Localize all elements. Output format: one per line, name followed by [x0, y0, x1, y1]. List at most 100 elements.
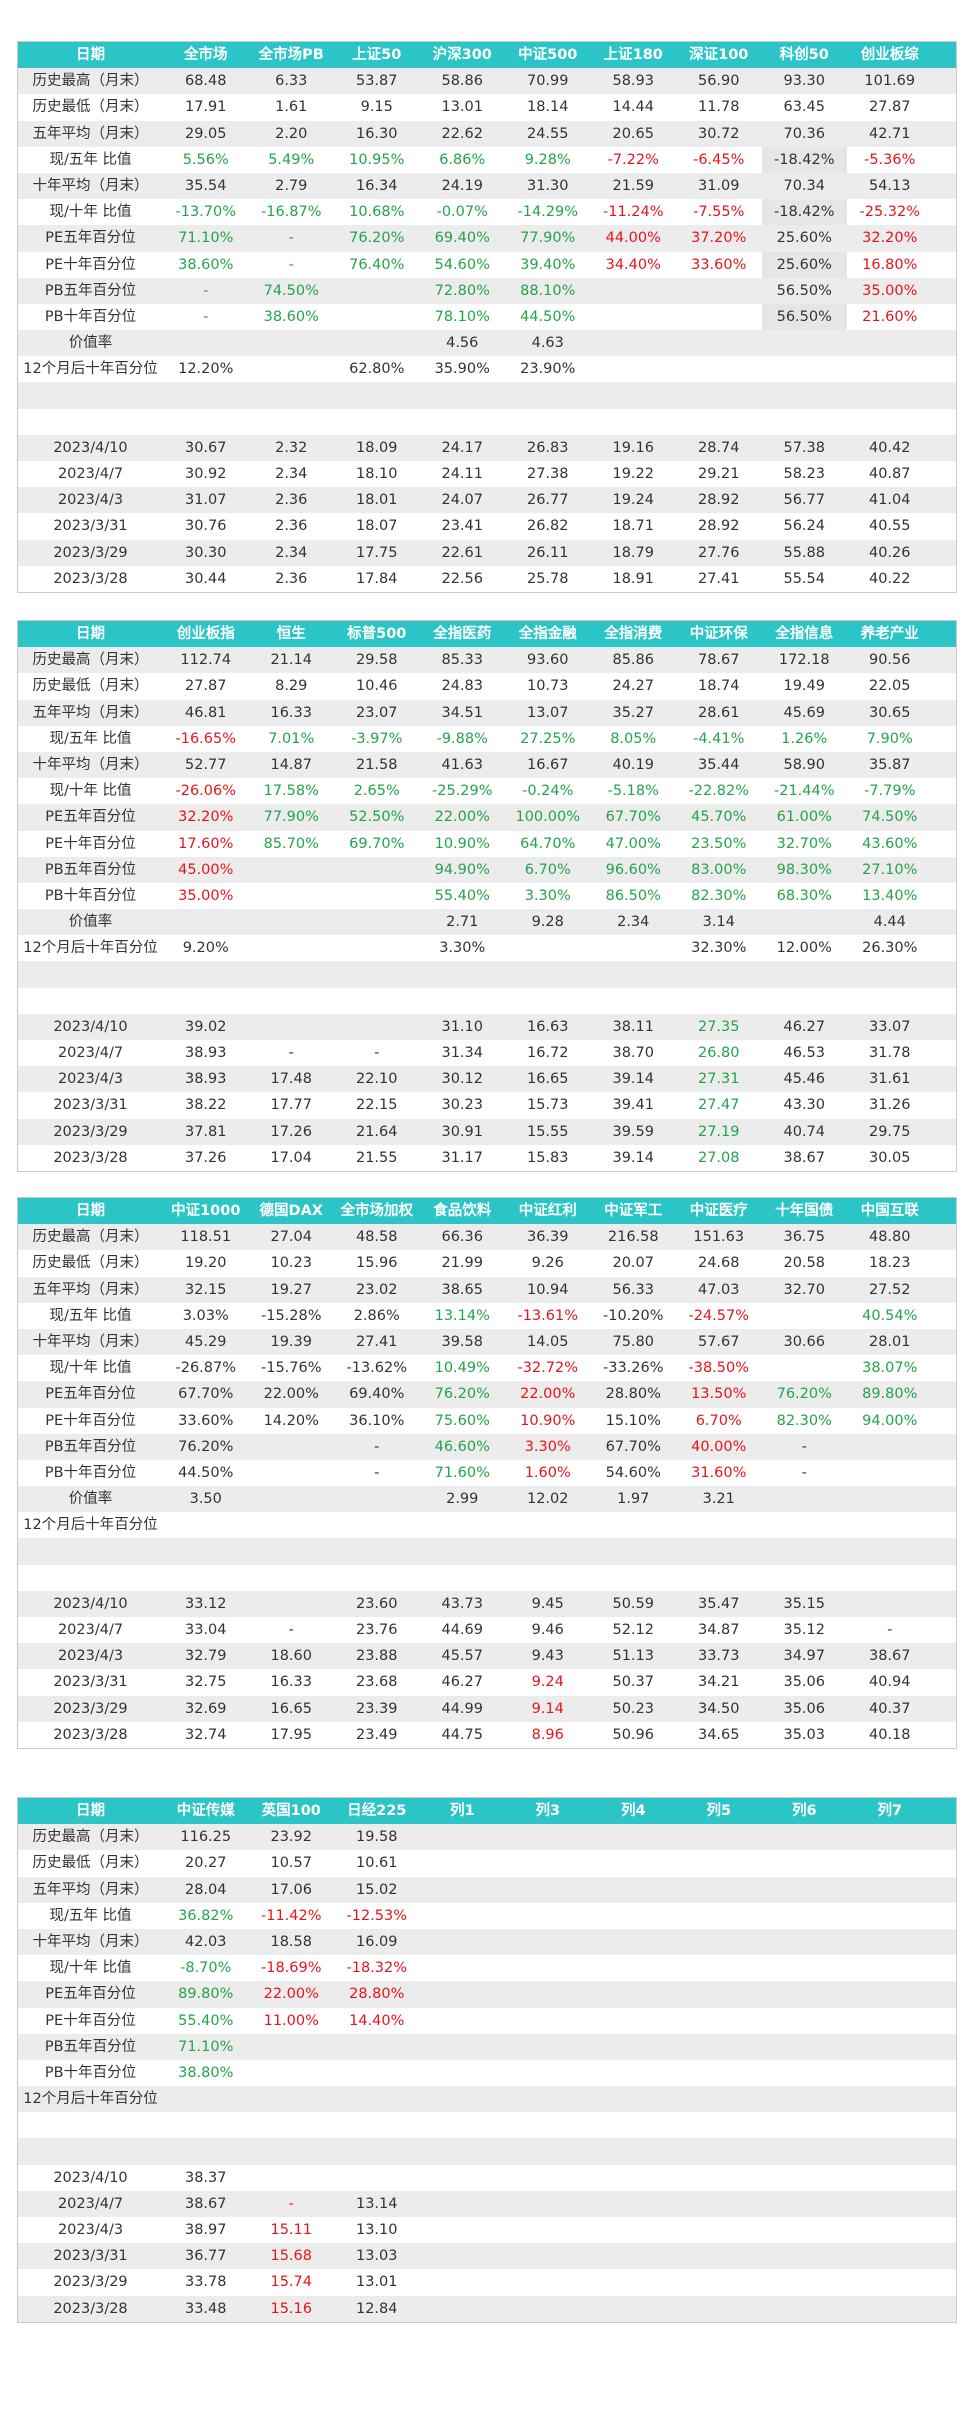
table-cell	[420, 2060, 506, 2086]
table-cell: 2.79	[275, 177, 308, 194]
row-label: 2023/3/28	[53, 2300, 128, 2317]
table-cell: 39.02	[184, 1018, 227, 1035]
table-cell: -26.06%	[175, 783, 237, 800]
table-cell: 25.78	[526, 570, 569, 587]
table-row: 五年平均（月末） 32.15 19.27 23.02 38.65 10.94 56.33 47…	[18, 1276, 956, 1303]
table-cell: 31.17	[441, 1149, 483, 1166]
table-cell: 8.05%	[610, 730, 657, 747]
table-cell: 3.30%	[439, 940, 486, 957]
table-cell: 10.95%	[349, 151, 405, 168]
table-cell	[249, 330, 335, 356]
table-cell	[591, 1824, 677, 1850]
table-cell: 1.60%	[524, 1464, 571, 1481]
table-cell: 31.07	[184, 492, 227, 509]
table-cell: 35.03	[783, 1726, 825, 1743]
table-row: 2023/4/3 32.79 18.60 23.88 45.57 9.43 51.13 33.…	[18, 1643, 956, 1670]
table-cell: 22.62	[441, 125, 483, 142]
table-cell: 16.33	[270, 1674, 312, 1691]
table-cell: 23.76	[355, 1622, 398, 1638]
table-cell	[420, 2008, 506, 2034]
table-row: PE五年百分位 32.20% 77.90% 52.50% 22.00% 100.00% 67…	[18, 804, 956, 831]
table-row: 现/五年 比值 3.03% -15.28% 2.86% 13.14% -13.61% -10…	[18, 1303, 956, 1329]
table-cell: 2.34	[617, 914, 650, 931]
table-cell: 44.99	[441, 1700, 483, 1717]
table-cell: 6.33	[275, 73, 308, 90]
table-cell: 77.90%	[520, 230, 576, 247]
row-label: 现/十年 比值	[49, 783, 132, 800]
table-cell: 216.58	[607, 1229, 659, 1246]
table-cell: 68.30%	[776, 887, 832, 904]
table-cell: 31.10	[441, 1018, 483, 1035]
table-header-row: 日期 中证1000 德国DAX 全市场加权 食品饮料 中证红利 中证军工 中证医疗 十年国债 中国…	[18, 1198, 956, 1225]
table-row: PE十年百分位 38.60% - 76.40% 54.60% 39.40% 34.40% 33…	[18, 251, 956, 278]
table-cell: 96.60%	[605, 861, 661, 878]
table-cell: 9.28%	[524, 151, 571, 168]
table-cell: -11.42%	[260, 1907, 322, 1924]
column-header: 中证500	[518, 47, 578, 63]
column-header: 德国DAX	[259, 1203, 323, 1219]
row-label: 12个月后十年百分位	[23, 1517, 158, 1534]
table-cell: 32.20%	[862, 230, 918, 247]
table-cell: 56.90	[697, 73, 740, 90]
table-cell: -	[374, 1045, 380, 1061]
row-label: 2023/4/7	[57, 466, 124, 482]
table-cell: 68.48	[184, 73, 227, 90]
row-label: PE五年百分位	[45, 230, 136, 247]
table-cell	[847, 1929, 933, 1955]
table-cell: 18.79	[612, 544, 654, 561]
table-cell	[420, 1512, 506, 1538]
table-cell	[762, 909, 848, 935]
table-cell: 35.15	[783, 1595, 825, 1612]
table-cell: -	[203, 308, 209, 325]
table-cell: 44.69	[441, 1622, 483, 1638]
row-label: 2023/4/7	[57, 1045, 124, 1061]
table-row: 12个月后十年百分位 9.20% 3.30% 32.30% 12.00% 26.30%	[18, 935, 956, 961]
table-cell: 26.83	[526, 439, 569, 456]
table-cell: 23.88	[355, 1648, 398, 1665]
row-label: PE五年百分位	[45, 1986, 136, 2003]
table-cell: 2.20	[275, 125, 308, 142]
column-header: 中证1000	[171, 1203, 241, 1219]
table-cell	[505, 2060, 591, 2086]
table-cell	[676, 304, 762, 330]
table-cell: 25.60%	[776, 230, 832, 247]
column-header: 沪深300	[432, 47, 492, 63]
table-cell	[847, 2217, 933, 2243]
table-cell: 32.74	[184, 1726, 227, 1743]
table-cell: 27.25%	[520, 730, 576, 747]
table-cell: 34.97	[783, 1648, 825, 1665]
table-cell: 22.05	[868, 678, 911, 695]
table-cell: 32.79	[184, 1648, 227, 1665]
table-cell	[762, 356, 848, 382]
table-cell	[505, 1877, 591, 1903]
table-cell: 1.97	[617, 1491, 650, 1508]
table-cell: 38.67	[868, 1648, 911, 1665]
table-cell: 15.02	[355, 1881, 398, 1898]
table-cell: -16.65%	[175, 730, 237, 747]
table-cell	[334, 2165, 420, 2191]
table-cell: 14.87	[270, 756, 312, 773]
table-cell: 75.60%	[434, 1412, 490, 1429]
table-cell: 27.31	[697, 1071, 740, 1088]
table-cell: 85.33	[441, 652, 483, 669]
table-cell: -3.97%	[351, 730, 403, 747]
table-cell: 45.69	[783, 704, 825, 721]
table-cell: 35.87	[868, 756, 911, 773]
table-cell: 24.55	[526, 125, 569, 142]
table-cell	[762, 2165, 848, 2191]
table-cell	[505, 1981, 591, 2007]
table-cell: 94.90%	[434, 861, 490, 878]
column-header: 食品饮料	[433, 1203, 492, 1219]
table-cell	[676, 1903, 762, 1929]
table-cell: 56.24	[783, 518, 825, 535]
table-cell: 62.80%	[349, 361, 405, 378]
table-cell: 23.39	[355, 1700, 398, 1717]
row-label: PB十年百分位	[44, 308, 137, 325]
table-row: 2023/4/10 30.67 2.32 18.09 24.17 26.83 19.16 28…	[18, 434, 956, 461]
table-cell	[762, 1824, 848, 1850]
table-cell: 58.86	[441, 73, 483, 90]
table-cell: 9.15	[360, 99, 393, 116]
spacer-row	[18, 961, 956, 988]
table-row: PB十年百分位 38.80%	[18, 2060, 956, 2086]
table-cell: 9.28	[531, 914, 564, 931]
